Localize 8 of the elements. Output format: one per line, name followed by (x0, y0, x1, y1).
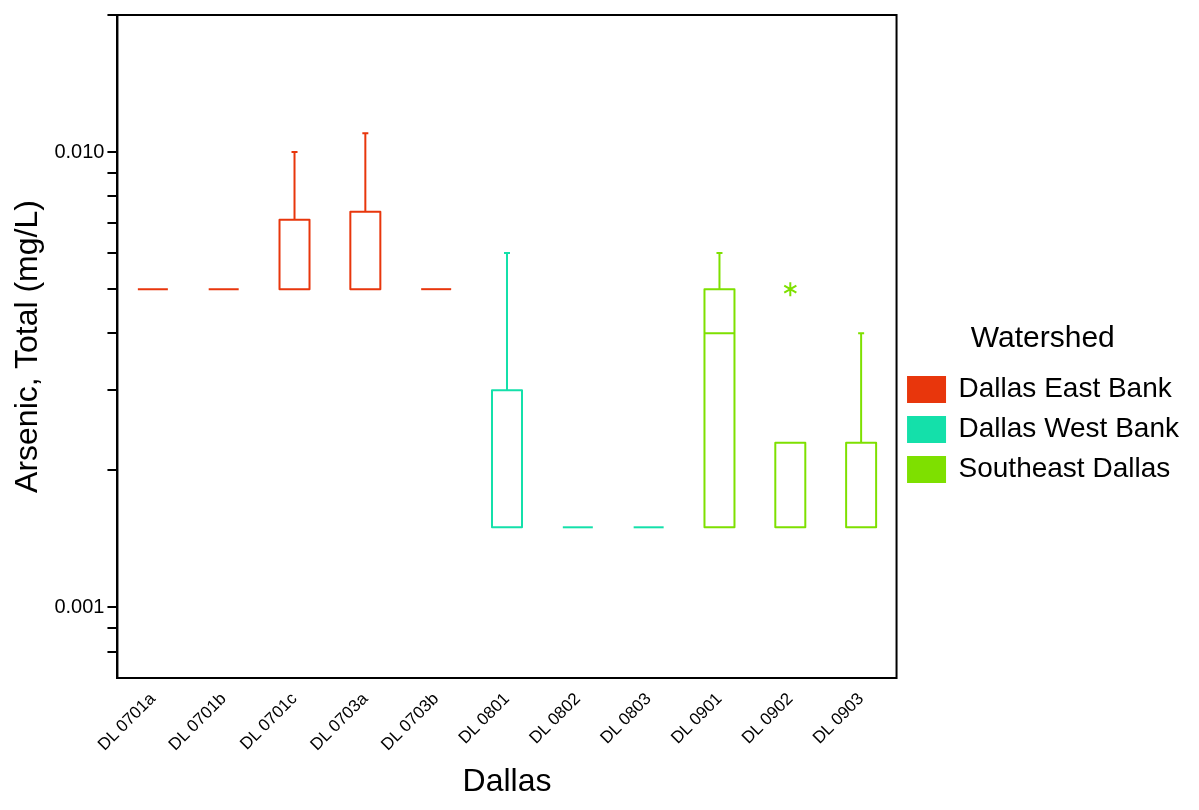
legend-label: Southeast Dallas (958, 452, 1171, 484)
legend-label: Dallas West Bank (958, 412, 1180, 444)
y-tick-label: 0.001 (54, 595, 105, 618)
legend-title: Watershed (970, 319, 1115, 353)
y-tick-label: 0.010 (54, 139, 105, 162)
x-axis-title: Dallas (462, 761, 552, 798)
legend-label: Dallas East Bank (958, 372, 1173, 404)
y-axis-title: Arsenic, Total (mg/L) (8, 200, 45, 493)
